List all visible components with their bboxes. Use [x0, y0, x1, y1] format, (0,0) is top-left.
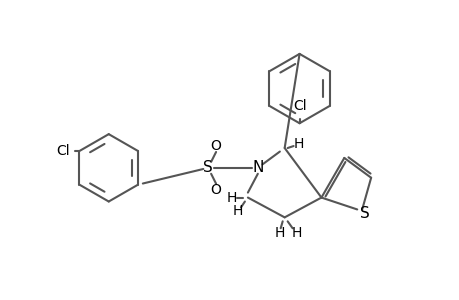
- Text: H: H: [291, 226, 301, 240]
- Text: H: H: [293, 137, 303, 151]
- Text: H: H: [274, 226, 284, 240]
- Text: Cl: Cl: [56, 144, 69, 158]
- Text: O: O: [210, 183, 221, 196]
- Text: S: S: [203, 160, 213, 175]
- Text: Cl: Cl: [292, 99, 306, 113]
- Text: N: N: [252, 160, 263, 175]
- Text: H: H: [232, 204, 243, 218]
- Text: H: H: [226, 190, 237, 205]
- Text: S: S: [359, 206, 369, 221]
- Text: O: O: [210, 139, 221, 153]
